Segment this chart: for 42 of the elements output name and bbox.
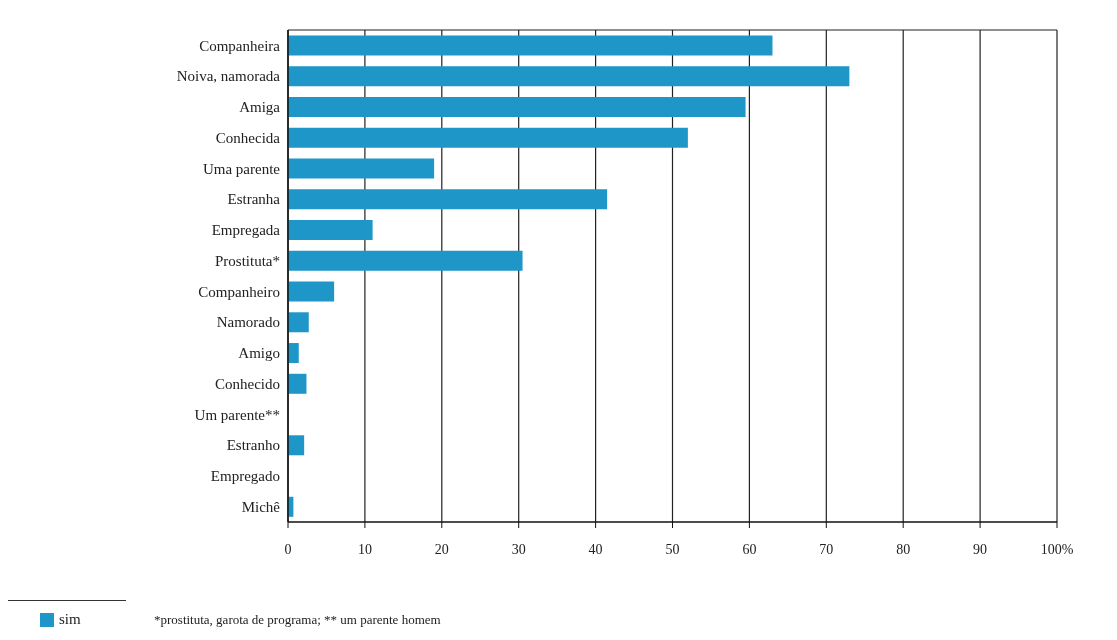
x-tick-label: 40 bbox=[588, 541, 603, 557]
x-tick-label: 20 bbox=[434, 541, 449, 557]
y-tick-label: Empregado bbox=[210, 468, 280, 485]
legend-label: sim bbox=[59, 611, 81, 628]
x-tick-label: 30 bbox=[511, 541, 526, 557]
bar bbox=[288, 35, 773, 56]
bar bbox=[288, 250, 523, 271]
text: *prostituta, garota de programa; ** um parente homem bbox=[154, 612, 441, 628]
bar bbox=[288, 373, 307, 394]
y-tick-label: Prostituta* bbox=[214, 252, 280, 269]
y-tick-label: Empregada bbox=[211, 222, 281, 239]
y-tick-label: Amigo bbox=[238, 345, 280, 362]
bar bbox=[288, 281, 335, 302]
bar bbox=[288, 220, 373, 241]
bar bbox=[288, 189, 608, 210]
y-tick-label: Estranha bbox=[227, 191, 281, 208]
x-tick-label: 10 bbox=[357, 541, 372, 557]
x-tick-label: 50 bbox=[665, 541, 680, 557]
x-tick-label: 90 bbox=[973, 541, 988, 557]
x-tick-label: 60 bbox=[742, 541, 757, 557]
x-tick-label: 100% bbox=[1040, 541, 1074, 557]
bar bbox=[288, 158, 435, 179]
x-tick-label: 70 bbox=[819, 541, 834, 557]
y-tick-label: Amiga bbox=[239, 99, 281, 116]
y-tick-label: Companheira bbox=[199, 37, 281, 54]
y-tick-label: Um parente** bbox=[194, 406, 280, 423]
y-tick-label: Namorado bbox=[216, 314, 280, 331]
x-tick-label: 0 bbox=[284, 541, 292, 557]
y-tick-label: Conhecido bbox=[215, 375, 280, 392]
bar bbox=[288, 343, 299, 364]
y-tick-label: Michê bbox=[241, 498, 281, 515]
bar bbox=[288, 66, 850, 87]
y-tick-label: Companheiro bbox=[198, 283, 280, 300]
y-tick-label: Conhecida bbox=[215, 129, 281, 146]
bar bbox=[288, 97, 746, 118]
bar bbox=[288, 435, 305, 456]
y-tick-label: Estranho bbox=[226, 437, 280, 454]
y-tick-label: Uma parente bbox=[202, 160, 281, 177]
y-tick-label: Noiva, namorada bbox=[176, 68, 281, 85]
bar bbox=[288, 127, 688, 148]
x-tick-label: 80 bbox=[896, 541, 911, 557]
bar bbox=[288, 312, 309, 333]
